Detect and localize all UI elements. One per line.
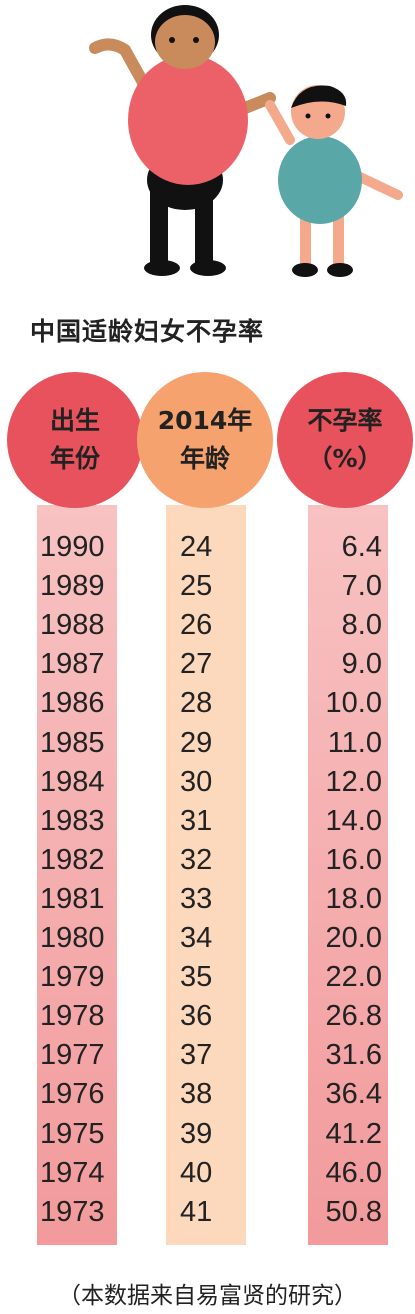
table-cell: 1989: [40, 570, 105, 603]
header-line: （%）: [307, 444, 383, 473]
table-cell: 12.0: [325, 765, 382, 798]
header-line: 出生: [49, 406, 100, 435]
table-cell: 1980: [40, 922, 105, 954]
table-cell: 31.6: [325, 1039, 382, 1072]
table-cell: 24: [180, 531, 213, 563]
table-cell: 26.8: [325, 1000, 382, 1033]
table-cell: 1987: [40, 648, 105, 681]
table-cell: 1979: [40, 961, 105, 994]
column-strip: [37, 505, 117, 1245]
table-cell: 1975: [40, 1117, 105, 1150]
title: 中国适龄妇女不孕率: [30, 317, 265, 346]
table-cell: 39: [180, 1117, 213, 1150]
table-cell: 14.0: [325, 804, 382, 837]
table-cell: 1981: [40, 882, 105, 915]
footer: （本数据来自易富贤的研究）: [58, 1283, 357, 1309]
column-strip: [166, 505, 246, 1245]
table-cell: 1974: [40, 1156, 105, 1189]
table-cell: 35: [180, 961, 213, 994]
table-cell: 40: [180, 1156, 213, 1189]
table-cell: 32: [180, 843, 213, 876]
table-cell: 1982: [40, 843, 105, 876]
table-cell: 8.0: [341, 609, 382, 642]
table-cell: 1978: [40, 1000, 105, 1033]
table-cell: 11.0: [327, 726, 382, 759]
table-cell: 1985: [40, 726, 105, 759]
table-cell: 36.4: [325, 1078, 382, 1111]
table-cell: 1976: [40, 1078, 105, 1111]
header-line: 2014年: [157, 406, 253, 435]
table-cell: 41.2: [325, 1117, 382, 1150]
table-cell: 1984: [40, 765, 105, 798]
table-cell: 9.0: [341, 648, 382, 681]
table-cell: 50.8: [325, 1195, 382, 1228]
table-cell: 26: [180, 609, 213, 642]
illustration: [89, 5, 403, 277]
table-cell: 1983: [40, 804, 105, 837]
table-cell: 41: [180, 1195, 213, 1228]
table-cell: 30: [180, 765, 213, 798]
table-cell: 6.4: [341, 531, 382, 563]
table-cell: 20.0: [325, 922, 382, 954]
table-cell: 22.0: [325, 961, 382, 994]
column-header: 2014年年龄: [137, 372, 273, 508]
table-cell: 34: [180, 922, 213, 954]
header-line: 年份: [49, 444, 100, 473]
table-cell: 31: [180, 804, 213, 837]
table-cell: 28: [180, 687, 213, 720]
table-cell: 1973: [40, 1195, 105, 1228]
table-cell: 1990: [40, 531, 105, 563]
table-cell: 1986: [40, 687, 105, 720]
table-cell: 1977: [40, 1039, 105, 1072]
table-cell: 46.0: [325, 1156, 382, 1189]
table-cell: 27: [180, 648, 213, 681]
table-cell: 33: [180, 882, 213, 915]
column-header: 不孕率 （%）: [277, 372, 413, 508]
table-cell: 7.0: [341, 570, 382, 603]
table-cell: 25: [180, 570, 213, 603]
header-line: 年龄: [179, 444, 230, 473]
table-cell: 36: [180, 1000, 213, 1033]
table-cell: 37: [180, 1039, 213, 1072]
table-cell: 16.0: [325, 843, 382, 876]
column-strip: [308, 505, 388, 1245]
table-cell: 1988: [40, 609, 105, 642]
table-cell: 29: [180, 726, 213, 759]
header-line: 不孕率: [307, 406, 383, 435]
table-cell: 18.0: [325, 882, 382, 915]
table-cell: 38: [180, 1078, 213, 1111]
column-header: 出生 年份: [7, 372, 143, 508]
table-cell: 10.0: [325, 687, 382, 720]
